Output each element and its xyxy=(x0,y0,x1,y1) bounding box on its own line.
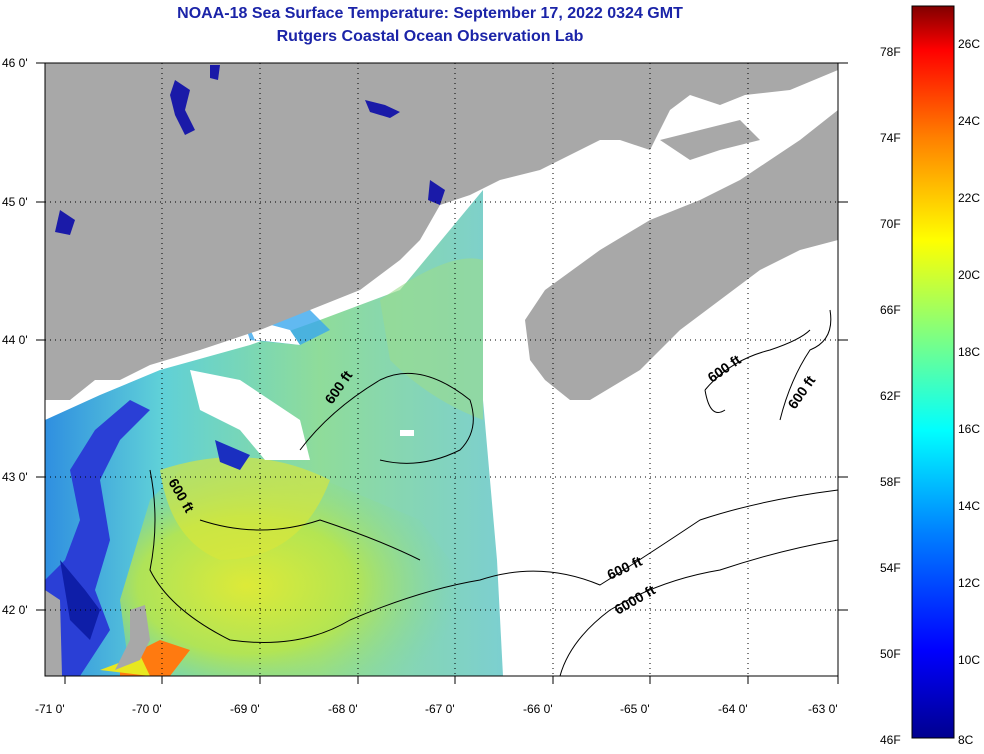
lat-label-44: 44 0' xyxy=(2,333,28,347)
cb-c-22: 22C xyxy=(958,191,981,205)
lat-label-46: 46 0' xyxy=(2,56,28,70)
lat-label-45: 45 0' xyxy=(2,195,28,209)
lon-label-67: -67 0' xyxy=(425,702,455,716)
colorbar xyxy=(911,5,955,739)
lon-label-71: -71 0' xyxy=(35,702,65,716)
cb-c-10: 10C xyxy=(958,653,981,667)
cb-f-66: 66F xyxy=(880,303,901,317)
lon-label-64: -64 0' xyxy=(718,702,748,716)
map-subtitle: Rutgers Coastal Ocean Observation Lab xyxy=(276,28,584,45)
cb-f-58: 58F xyxy=(880,475,901,489)
lon-label-69: -69 0' xyxy=(230,702,260,716)
lon-label-68: -68 0' xyxy=(328,702,358,716)
cb-f-74: 74F xyxy=(880,131,901,145)
cb-f-70: 70F xyxy=(880,217,901,231)
cb-f-78: 78F xyxy=(880,45,901,59)
cb-c-24: 24C xyxy=(958,114,981,128)
cb-c-8: 8C xyxy=(958,733,974,747)
inland-lakes xyxy=(55,65,445,235)
lon-label-63: -63 0' xyxy=(808,702,838,716)
cb-c-18: 18C xyxy=(958,345,981,359)
bay-of-fundy xyxy=(495,180,700,300)
cb-c-20: 20C xyxy=(958,268,981,282)
cb-f-62: 62F xyxy=(880,389,901,403)
land-mass xyxy=(45,63,838,676)
frame-ticks xyxy=(36,62,848,684)
cb-c-16: 16C xyxy=(958,422,981,436)
cb-f-50: 50F xyxy=(880,647,901,661)
cb-c-14: 14C xyxy=(958,499,981,513)
graticule xyxy=(45,63,838,676)
lon-label-66: -66 0' xyxy=(523,702,553,716)
lat-label-42: 42 0' xyxy=(2,603,28,617)
lon-label-65: -65 0' xyxy=(620,702,650,716)
lat-label-43: 43 0' xyxy=(2,470,28,484)
cb-f-54: 54F xyxy=(880,561,901,575)
cb-c-12: 12C xyxy=(958,576,981,590)
map-title: NOAA-18 Sea Surface Temperature: Septemb… xyxy=(177,5,683,22)
bathymetry-contours xyxy=(149,309,838,676)
lon-label-70: -70 0' xyxy=(132,702,162,716)
cb-f-46: 46F xyxy=(880,733,901,747)
map-frame xyxy=(44,62,839,677)
sst-data-swath xyxy=(45,190,503,676)
cb-c-26: 26C xyxy=(958,37,981,51)
